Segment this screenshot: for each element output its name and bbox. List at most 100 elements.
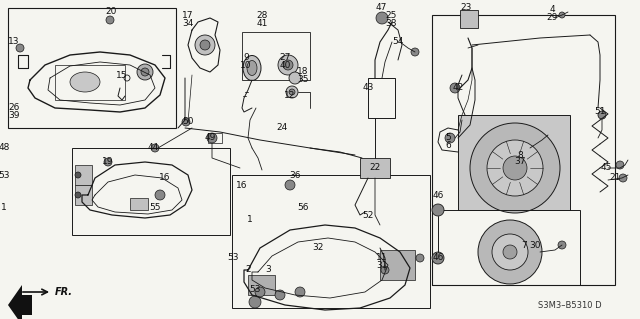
- Circle shape: [278, 55, 298, 75]
- Text: 15: 15: [116, 70, 128, 79]
- Circle shape: [432, 252, 444, 264]
- Circle shape: [255, 287, 265, 297]
- Text: 29: 29: [547, 13, 557, 23]
- Text: 30: 30: [529, 241, 541, 249]
- Circle shape: [207, 133, 217, 143]
- Circle shape: [151, 144, 159, 152]
- Text: 10: 10: [240, 61, 252, 70]
- Circle shape: [598, 111, 606, 119]
- Circle shape: [286, 86, 298, 98]
- Ellipse shape: [243, 56, 261, 80]
- Text: 34: 34: [182, 19, 194, 27]
- Circle shape: [432, 204, 444, 216]
- Bar: [130, 198, 148, 210]
- Circle shape: [104, 158, 112, 166]
- Text: 25: 25: [385, 11, 397, 20]
- Text: 54: 54: [392, 38, 404, 47]
- Text: 9: 9: [243, 54, 249, 63]
- Circle shape: [289, 89, 295, 95]
- Circle shape: [503, 245, 517, 259]
- Text: 21: 21: [609, 174, 621, 182]
- Bar: [75, 185, 92, 205]
- Text: 39: 39: [8, 110, 20, 120]
- Text: 48: 48: [0, 144, 10, 152]
- Text: 18: 18: [297, 68, 308, 77]
- Bar: [432, 210, 580, 285]
- Text: 24: 24: [276, 123, 287, 132]
- Circle shape: [195, 35, 215, 55]
- Circle shape: [75, 192, 81, 198]
- Circle shape: [381, 266, 389, 274]
- Bar: [75, 165, 92, 185]
- Text: 19: 19: [102, 158, 114, 167]
- Text: 35: 35: [297, 76, 308, 85]
- Circle shape: [559, 12, 565, 18]
- Text: 17: 17: [182, 11, 194, 19]
- Bar: [432, 15, 615, 285]
- Circle shape: [503, 156, 527, 180]
- Text: 51: 51: [595, 108, 605, 116]
- Text: 11: 11: [376, 254, 388, 263]
- Ellipse shape: [70, 72, 100, 92]
- Bar: [55, 65, 125, 100]
- Bar: [458, 115, 570, 210]
- Text: 42: 42: [452, 84, 463, 93]
- Text: 53: 53: [249, 286, 260, 294]
- Text: 12: 12: [284, 91, 296, 100]
- Text: 56: 56: [297, 204, 308, 212]
- Text: 8: 8: [517, 151, 523, 160]
- Text: 52: 52: [362, 211, 374, 219]
- Text: 49: 49: [204, 133, 216, 143]
- Circle shape: [285, 180, 295, 190]
- Text: 1: 1: [247, 216, 253, 225]
- Circle shape: [619, 174, 627, 182]
- Text: 22: 22: [369, 164, 381, 173]
- Text: 55: 55: [149, 203, 161, 211]
- Text: 32: 32: [312, 243, 324, 253]
- Circle shape: [182, 118, 190, 126]
- Text: 46: 46: [432, 190, 444, 199]
- Text: 7: 7: [521, 241, 527, 249]
- Bar: [248, 275, 275, 295]
- Text: 37: 37: [515, 158, 525, 167]
- Ellipse shape: [247, 61, 257, 76]
- Text: 6: 6: [445, 140, 451, 150]
- Text: 41: 41: [256, 19, 268, 27]
- Circle shape: [283, 60, 293, 70]
- Text: 28: 28: [256, 11, 268, 19]
- Text: 1: 1: [1, 204, 7, 212]
- Text: 27: 27: [279, 54, 291, 63]
- Text: 50: 50: [182, 117, 194, 127]
- Bar: [72, 148, 230, 235]
- Circle shape: [478, 220, 542, 284]
- Text: 5: 5: [445, 133, 451, 143]
- Circle shape: [445, 133, 455, 143]
- Text: 47: 47: [375, 4, 387, 12]
- Circle shape: [289, 72, 301, 84]
- Text: 4: 4: [549, 5, 555, 14]
- Circle shape: [75, 172, 81, 178]
- Circle shape: [492, 234, 528, 270]
- Text: 43: 43: [362, 84, 374, 93]
- Bar: [8, 8, 176, 128]
- Bar: [368, 78, 395, 118]
- Circle shape: [16, 44, 24, 52]
- Circle shape: [295, 287, 305, 297]
- Text: 20: 20: [106, 8, 116, 17]
- Circle shape: [376, 12, 388, 24]
- Text: FR.: FR.: [55, 287, 73, 297]
- Circle shape: [137, 64, 153, 80]
- Text: 2: 2: [245, 265, 251, 275]
- Bar: [380, 250, 415, 280]
- Text: 45: 45: [600, 164, 612, 173]
- Text: 13: 13: [8, 38, 20, 47]
- Text: 40: 40: [279, 61, 291, 70]
- Circle shape: [200, 40, 210, 50]
- Text: 53: 53: [227, 254, 239, 263]
- Text: 16: 16: [159, 174, 171, 182]
- Text: 46: 46: [432, 254, 444, 263]
- Circle shape: [249, 296, 261, 308]
- Text: 16: 16: [236, 181, 248, 189]
- Bar: [208, 133, 222, 143]
- Circle shape: [470, 123, 560, 213]
